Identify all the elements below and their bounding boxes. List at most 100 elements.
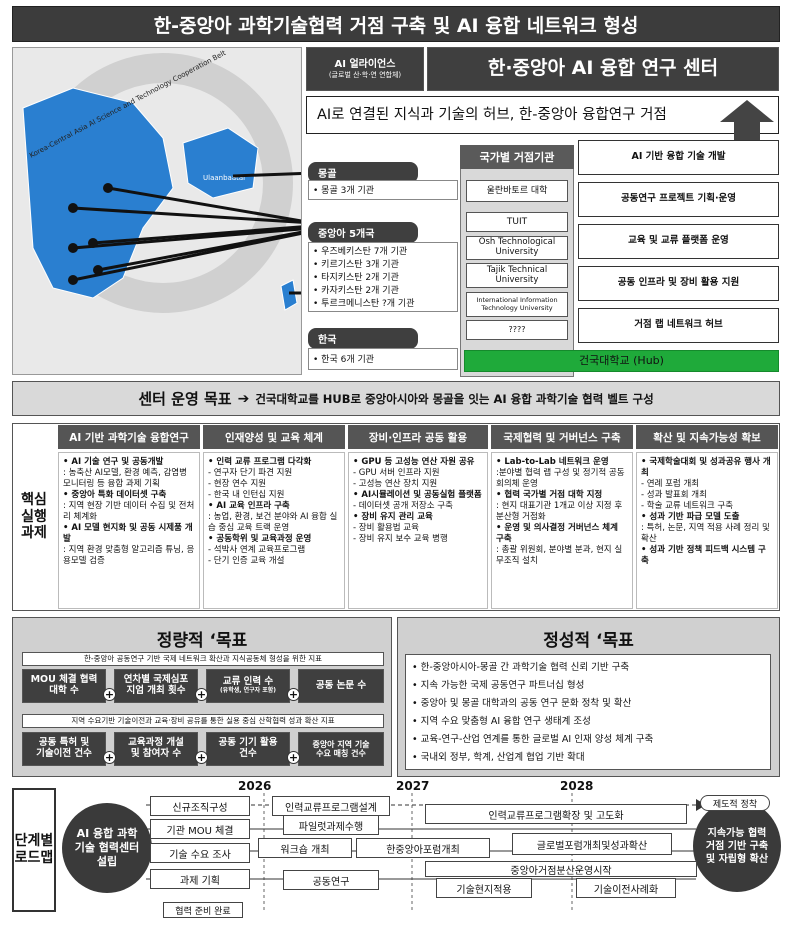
metric-line: 기술이전 건수 [36,748,92,759]
core-tasks-label: 핵심 실행 과제 [21,491,47,542]
task-line: • 협력 국가별 거점 대학 지정 [496,490,603,501]
plus-icon: + [195,751,208,764]
task-line: • Lab-to-Lab 네트워크 운영 [496,457,609,467]
task-header: AI 기반 과학기술 융합연구 [58,425,200,449]
metric-line: 연차별 국제심포 [123,674,189,686]
institution-item: TUIT [466,212,568,232]
task-line: - 학술 교류 네트워크 구축 [641,501,734,512]
alliance-title: AI 얼라이언스 [334,59,396,71]
region-label-mongolia: 몽골 [308,162,418,183]
institution-item: Tajik Technical University [466,263,568,288]
task-line: : 현지 대표기관 1개교 이상 지정 후 분산형 거점화 [496,501,623,523]
task-line: : 지역 현장 기반 데이터 수집 및 전처리 체계화 [63,501,195,523]
node-dots [68,183,113,285]
plus-icon: + [103,688,116,701]
roadmap-task: 협력 준비 완료 [163,902,243,918]
task-line: - 단기 인증 교육 개설 [208,556,285,567]
task-line: : 농축산 AI모델, 환경 예측, 감염병 모니터링 등 융합 과제 기획 [63,468,187,490]
function-item: 공동연구 프로젝트 기획·운영 [578,182,779,217]
quant-header: 정량적 ‘목표 [156,631,248,651]
institution-item: Osh Technological University [466,236,568,260]
mongolia-region [182,127,259,199]
quant-metric: 공동 특허 및 기술이전 건수 [22,732,106,766]
task-column-4: • 국제학술대회 및 성과공유 행사 개최 - 연례 포럼 개최 - 성과 발표… [636,452,778,609]
task-line: - 연례 포럼 개최 [641,479,700,490]
region-label-korea: 한국 [308,328,418,349]
task-line: - 장비 활용법 교육 [353,523,419,534]
task-header: 국제협력 및 거버넌스 구축 [491,425,633,449]
task-header: 장비·인프라 공동 활용 [348,425,488,449]
roadmap-task: 중앙아거점분산운영시작 [425,861,697,877]
task-line: - 석박사 연계 교육프로그램 [208,545,306,556]
year-label: 2026 [238,779,272,793]
metric-line: 공동 기기 활용 [218,737,278,749]
task-line: • AI시뮬레이션 및 공동실험 플랫폼 [353,490,482,501]
city-label: Ulaanbaatar [203,174,246,182]
metric-line: 공동 특허 및 [38,737,90,749]
core-tasks [12,423,780,611]
year-label: 2027 [396,779,430,793]
center-title: 한·중앙아 AI 융합 연구 센터 [427,47,779,91]
task-line: • AI 모델 현지화 및 공동 시제품 개발 [63,523,193,545]
function-item: 교육 및 교류 플랫폼 운영 [578,224,779,259]
task-line: :분야별 협력 랩 구성 및 정기적 공동 회의체 운영 [496,468,625,490]
task-line: • 중앙아 특화 데이터셋 구축 [63,490,167,501]
arrow-right-icon: ➔ [237,390,250,407]
quant-sub2: 지역 수요기반 기술이전과 교육·장비 공유를 통한 실용 중심 산학협력 성과… [22,714,384,728]
roadmap-task: 기술이전사례화 [576,878,676,898]
region-item: • 우즈베키스탄 7개 기관 [313,247,408,257]
goal-text: 건국대학교를 HUB로 중앙아시아와 몽골을 잇는 AI 융합 과학기술 협력 … [255,391,654,406]
metric-line: 교류 인력 수 [222,676,274,688]
task-column-1: • 인력 교류 프로그램 다각화 - 연구자 단기 파견 지원 - 현장 연수 … [203,452,345,609]
roadmap-task: 신규조직구성 [150,796,250,816]
belt-map: Korea-Central Asia AI Science and Techno… [12,47,302,375]
task-line: - 한국 내 인턴십 지원 [208,490,285,501]
quant-metric: 교류 인력 수 (유학생, 연구자 포함) [206,669,290,703]
korea-region [280,279,298,311]
region-item: • 투르크메니스탄 ?개 기관 [313,299,415,309]
task-line: • 성과 기반 정책 피드백 시스템 구축 [641,545,766,567]
task-line: - 성과 발표회 개최 [641,490,707,501]
task-line: • AI 기술 연구 및 공동개발 [63,457,164,467]
task-header: 확산 및 지속가능성 확보 [636,425,778,449]
task-line: - 장비 유지 보수 교육 병행 [353,534,448,545]
qual-item: • 교육-연구-산업 연계를 통한 글로벌 AI 인재 양성 체계 구축 [412,734,654,745]
functions-panel: AI 기반 융합 기술 개발 공동연구 프로젝트 기획·운영 교육 및 교류 플… [578,140,779,347]
hub-institution: 건국대학교 (Hub) [464,350,779,372]
start-circle: AI 융합 과학기술 협력센터 설립 [62,803,152,893]
end-circle: 지속가능 협력거점 기반 구축 및 자립형 확산 [693,800,781,892]
goal-banner: 센터 운영 목표 ➔ 건국대학교를 HUB로 중앙아시아와 몽골을 잇는 AI … [12,381,780,416]
quant-metric: 공동 논문 수 [298,669,384,703]
roadmap-task: 제도적 정착 [700,795,770,811]
qual-item: • 지속 가능한 국제 공동연구 파트너십 형성 [412,680,585,691]
region-item: • 한국 6개 기관 [313,355,375,365]
qual-item: • 국내외 정부, 학계, 산업계 협업 기반 확대 [412,752,585,763]
metric-line: 지엄 개최 횟수 [126,685,186,696]
metric-line: 및 참여자 수 [130,748,182,759]
region-item: • 키르기스탄 3개 기관 [313,260,399,270]
task-line: • 성과 기반 파급 모델 도출 [641,512,740,523]
region-box-korea: • 한국 6개 기관 [308,348,458,370]
connection-lines [72,171,301,295]
hub-tagline: AI로 연결된 지식과 기술의 허브, 한-중앙아 융합연구 거점 [306,96,779,134]
region-item: • 카자키스탄 2개 기관 [313,286,399,296]
roadmap-task: 공동연구 [283,870,379,890]
quant-metric: 중앙아 지역 기술 수요 매칭 건수 [298,732,384,766]
task-line: : 특허, 논문, 지역 적용 사례 정리 및 확산 [641,523,770,545]
roadmap-task: 기술현지적용 [436,878,532,898]
region-box-central-asia: • 우즈베키스탄 7개 기관 • 키르기스탄 3개 기관 • 타지키스탄 2개 … [308,242,458,312]
roadmap-task: 인력교류프로그램설계 [272,796,390,816]
task-line: : 총괄 위원회, 분야별 분과, 현지 실무조직 설치 [496,545,623,567]
function-item: AI 기반 융합 기술 개발 [578,140,779,175]
roadmap-task: 과제 기획 [150,869,250,889]
task-header: 인재양성 및 교육 체계 [203,425,345,449]
task-line: - 현장 연수 지원 [208,479,267,490]
task-column-3: • Lab-to-Lab 네트워크 운영 :분야별 협력 랩 구성 및 정기적 … [491,452,633,609]
metric-line: 공동 논문 수 [315,679,367,691]
task-line: - 고성능 연산 장치 지원 [353,479,438,490]
year-label: 2028 [560,779,594,793]
metric-line: 교육과정 개설 [128,737,184,749]
task-line: - 데이터셋 공개 저장소 구축 [353,501,453,512]
task-column-2: • GPU 등 고성능 연산 자원 공유 - GPU 서버 인프라 지원 - 고… [348,452,488,609]
map-graphic: Korea-Central Asia AI Science and Techno… [22,49,301,313]
